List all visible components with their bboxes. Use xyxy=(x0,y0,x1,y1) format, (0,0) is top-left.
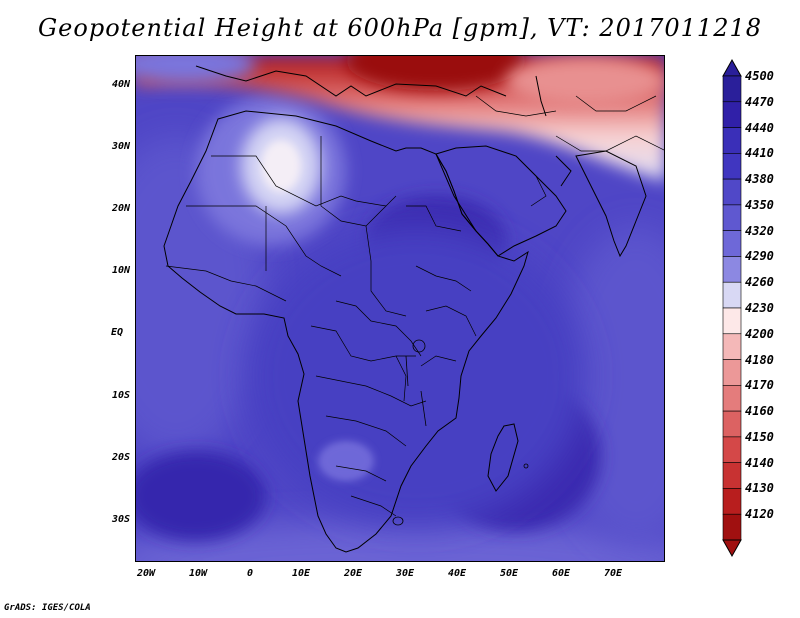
colorbar-swatch xyxy=(722,281,742,309)
colorbar-top-arrow xyxy=(722,58,742,77)
colorbar xyxy=(722,58,742,558)
lat-label-30s: 30S xyxy=(111,514,130,525)
colorbar-swatch xyxy=(722,75,742,103)
coastlines xyxy=(163,65,647,553)
colorbar-swatch xyxy=(722,410,742,438)
lon-label-60e: 60E xyxy=(551,568,571,579)
colorbar-label: 4440 xyxy=(745,120,774,135)
lat-label-20s: 20S xyxy=(111,452,130,463)
colorbar-label: 4500 xyxy=(745,69,774,83)
colorbar-swatch xyxy=(722,204,742,231)
colorbar-bottom-arrow xyxy=(722,539,742,558)
colorbar-swatch xyxy=(722,488,742,515)
lon-label-10e: 10E xyxy=(291,568,311,579)
colorbar-label: 4200 xyxy=(745,326,774,341)
colorbar-label: 4230 xyxy=(745,301,774,315)
colorbar-label: 4350 xyxy=(745,197,774,212)
colorbar-swatch xyxy=(722,385,742,412)
lon-label-20w: 20W xyxy=(136,568,156,579)
lat-label-10n: 10N xyxy=(111,265,130,276)
colorbar-label: 4150 xyxy=(745,429,774,444)
colorbar-label: 4130 xyxy=(745,481,774,496)
colorbar-swatch xyxy=(722,359,742,386)
colorbar-swatch xyxy=(722,513,742,541)
colorbar-swatch xyxy=(722,127,742,154)
lat-label-20n: 20N xyxy=(111,203,130,214)
colorbar-label: 4380 xyxy=(745,172,774,187)
chart-title: Geopotential Height at 600hPa [gpm], VT:… xyxy=(38,14,762,42)
lon-label-0: 0 xyxy=(246,568,254,579)
colorbar-label: 4470 xyxy=(745,94,774,109)
lat-label-eq: EQ xyxy=(110,327,123,338)
colorbar-swatch xyxy=(722,153,742,180)
credit-text: GrADS: IGES/COLA xyxy=(4,603,91,613)
lon-label-50e: 50E xyxy=(499,568,519,579)
colorbar-swatch xyxy=(722,230,742,257)
lat-label-30n: 30N xyxy=(111,141,130,152)
colorbar-label: 4140 xyxy=(745,455,774,470)
colorbar-label: 4320 xyxy=(745,223,774,238)
colorbar-swatch xyxy=(722,436,742,463)
colorbar-label: 4180 xyxy=(745,352,774,367)
colorbar-swatch xyxy=(722,333,742,360)
colorbar-label: 4410 xyxy=(745,146,774,161)
colorbar-swatch xyxy=(722,307,742,335)
map-panel xyxy=(135,55,665,562)
lat-label-10s: 10S xyxy=(111,390,130,401)
borders xyxy=(165,95,664,517)
colorbar-swatch xyxy=(722,101,742,128)
colorbar-label: 4290 xyxy=(745,249,774,264)
lat-label-40n: 40N xyxy=(111,79,130,90)
colorbar-label: 4160 xyxy=(745,404,774,419)
colorbar-label: 4120 xyxy=(745,507,774,522)
colorbar-label: 4170 xyxy=(745,378,774,393)
lon-label-10w: 10W xyxy=(188,568,208,579)
colorbar-swatch xyxy=(722,462,742,489)
colorbar-swatch xyxy=(722,178,742,206)
colorbar-label: 4260 xyxy=(745,275,774,290)
lon-label-40e: 40E xyxy=(447,568,467,579)
lon-label-70e: 70E xyxy=(603,568,623,579)
colorbar-swatch xyxy=(722,256,742,283)
lon-label-30e: 30E xyxy=(395,568,415,579)
geopotential-field xyxy=(136,56,664,561)
lon-label-20e: 20E xyxy=(343,568,363,579)
